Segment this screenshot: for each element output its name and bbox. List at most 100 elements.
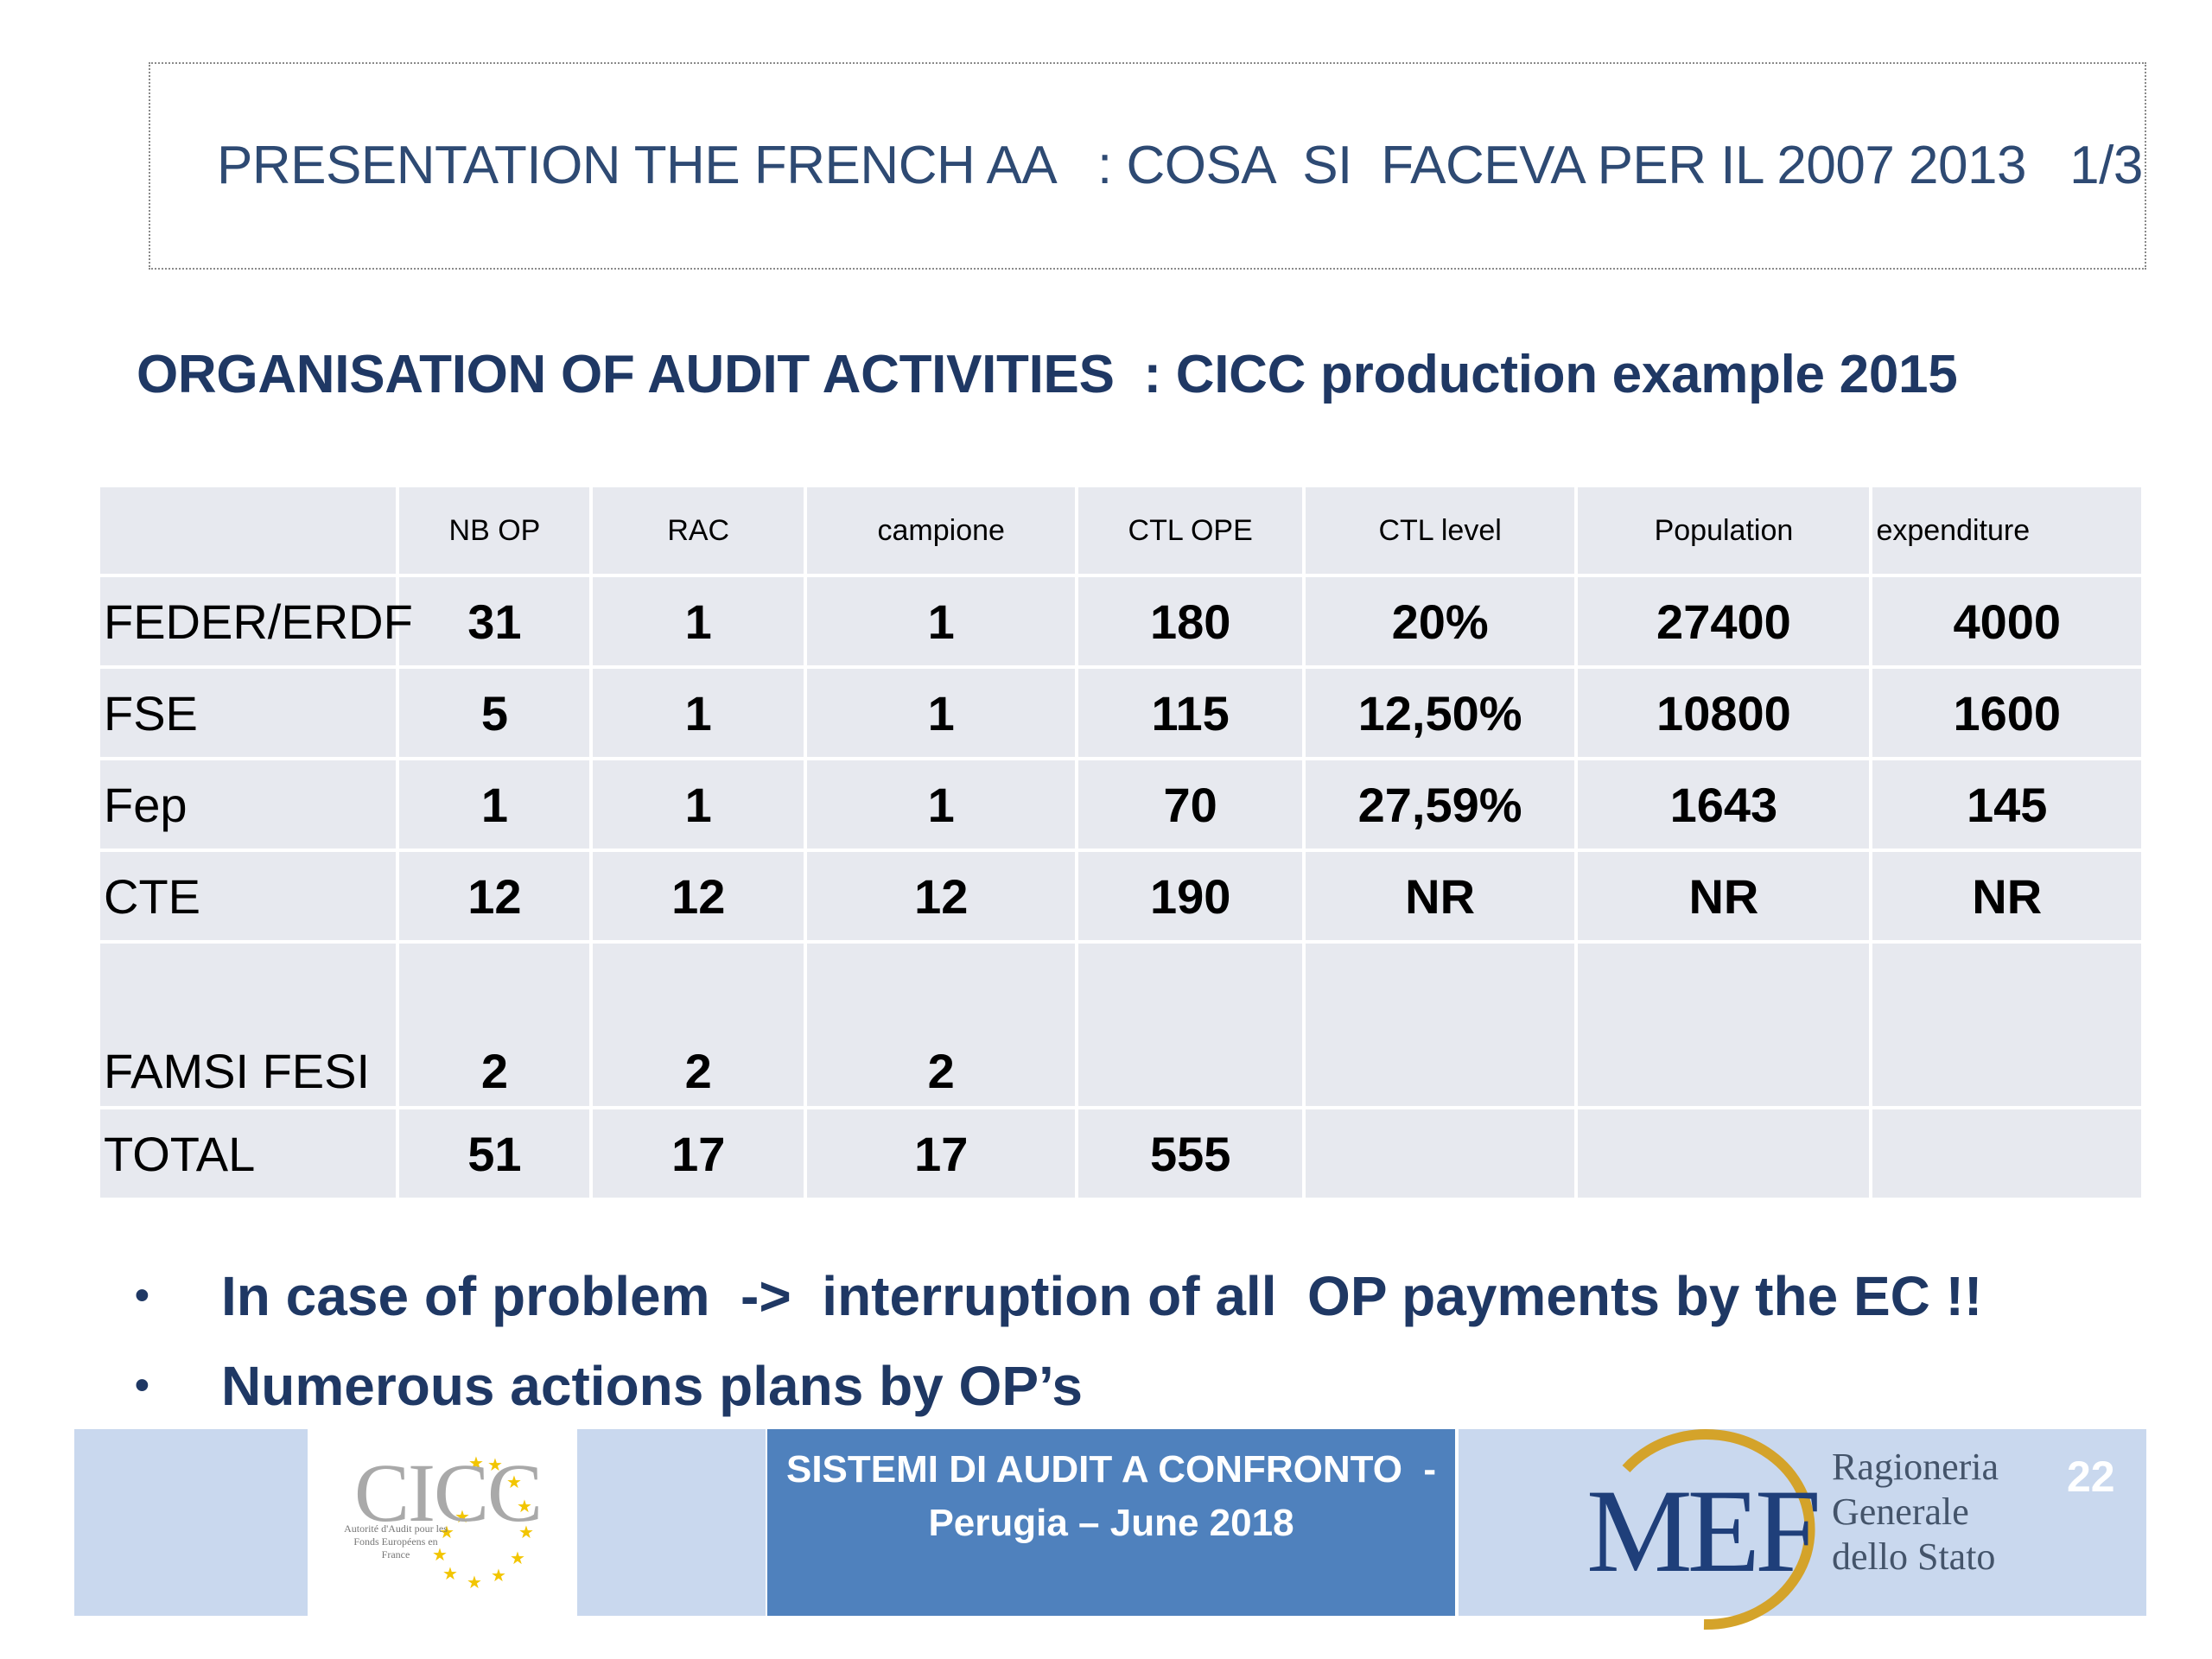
table-cell: 12 bbox=[399, 852, 590, 940]
svg-text:★: ★ bbox=[454, 1506, 470, 1527]
svg-text:★: ★ bbox=[439, 1522, 454, 1542]
mef-logo-text: MEF bbox=[1586, 1465, 1821, 1597]
slide-title: PRESENTATION THE FRENCH AA : COSA SI FAC… bbox=[217, 136, 2143, 195]
table-cell: 12 bbox=[806, 852, 1076, 940]
table-cell bbox=[1872, 944, 2141, 1106]
svg-text:★: ★ bbox=[491, 1565, 506, 1586]
page-number: 22 bbox=[2067, 1452, 2115, 1501]
table-row: CTE 12 12 12 190 NR NR NR bbox=[100, 852, 2141, 940]
header-expenditure: expenditure bbox=[1872, 487, 2141, 574]
table-cell: NR bbox=[1305, 852, 1575, 940]
table-row: Fep 1 1 1 70 27,59% 1643 145 bbox=[100, 760, 2141, 849]
header-ctl-ope: CTL OPE bbox=[1078, 487, 1302, 574]
mef-org-line: Generale bbox=[1832, 1491, 1969, 1533]
header-ctl-level: CTL level bbox=[1305, 487, 1575, 574]
table-cell: 12,50% bbox=[1305, 669, 1575, 757]
mef-org-line: dello Stato bbox=[1832, 1535, 1996, 1578]
footer-logo-area bbox=[308, 1429, 577, 1616]
table-cell bbox=[1578, 1109, 1870, 1198]
table-cell: 31 bbox=[399, 577, 590, 665]
table-cell: 555 bbox=[1078, 1109, 1302, 1198]
table-cell: 51 bbox=[399, 1109, 590, 1198]
table-cell: 1 bbox=[806, 577, 1076, 665]
slide-subtitle: ORGANISATION OF AUDIT ACTIVITIES : CICC … bbox=[137, 345, 1958, 404]
row-label: FSE bbox=[100, 669, 397, 757]
footer-band-mid bbox=[577, 1429, 766, 1616]
table-cell: 27400 bbox=[1578, 577, 1870, 665]
table-cell bbox=[1078, 944, 1302, 1106]
bullet-text: Numerous actions plans by OP’s bbox=[221, 1355, 1083, 1417]
bullet-text: In case of problem -> interruption of al… bbox=[221, 1265, 1983, 1327]
header-rac: RAC bbox=[593, 487, 804, 574]
table-cell: 1 bbox=[399, 760, 590, 849]
table-cell: 1 bbox=[806, 760, 1076, 849]
mef-org-line: Ragioneria bbox=[1832, 1446, 1999, 1488]
table-cell bbox=[1305, 1109, 1575, 1198]
audit-table: NB OP RAC campione CTL OPE CTL level Pop… bbox=[97, 484, 2145, 1201]
table-cell: 1643 bbox=[1578, 760, 1870, 849]
eu-stars-icon: ★★★ ★★★ ★★★ ★★★ bbox=[432, 1452, 534, 1592]
table-cell: 17 bbox=[806, 1109, 1076, 1198]
table-cell: 1 bbox=[806, 669, 1076, 757]
table-cell: 115 bbox=[1078, 669, 1302, 757]
row-label: TOTAL bbox=[100, 1109, 397, 1198]
table-cell: 145 bbox=[1872, 760, 2141, 849]
cicc-logo-caption: Autorité d'Audit pour les Fonds Européen… bbox=[344, 1522, 448, 1560]
header-campione: campione bbox=[806, 487, 1076, 574]
footer-band-right bbox=[1459, 1429, 2146, 1616]
table-cell: 190 bbox=[1078, 852, 1302, 940]
svg-text:★: ★ bbox=[442, 1563, 458, 1584]
header-nb-op: NB OP bbox=[399, 487, 590, 574]
table-cell: 27,59% bbox=[1305, 760, 1575, 849]
table-cell: 2 bbox=[593, 944, 804, 1106]
table-header-row: NB OP RAC campione CTL OPE CTL level Pop… bbox=[100, 487, 2141, 574]
table-row: FEDER/ERDF 31 1 1 180 20% 27400 4000 bbox=[100, 577, 2141, 665]
title-box: PRESENTATION THE FRENCH AA : COSA SI FAC… bbox=[149, 62, 2146, 270]
svg-text:★: ★ bbox=[468, 1452, 484, 1473]
event-title: SISTEMI DI AUDIT A CONFRONTO - bbox=[785, 1448, 1437, 1491]
bullet-icon: • bbox=[135, 1273, 149, 1319]
table-cell: 180 bbox=[1078, 577, 1302, 665]
table-cell: 17 bbox=[593, 1109, 804, 1198]
row-label: FAMSI FESI bbox=[100, 944, 397, 1106]
cicc-logo: ★ ★ ★ ★ ★ ★ ★ ★ ★ ★ ★ ★ CICC Autorité d'Audit po… bbox=[342, 1443, 558, 1599]
svg-text:★: ★ bbox=[517, 1496, 532, 1516]
table-cell: 2 bbox=[399, 944, 590, 1106]
bullet-item: • Numerous actions plans by OP’s bbox=[130, 1341, 1982, 1431]
bullet-item: • In case of problem -> interruption of a… bbox=[130, 1251, 1982, 1341]
bullet-icon: • bbox=[135, 1363, 149, 1408]
cicc-logo-text: CICC bbox=[354, 1446, 543, 1539]
header-cell bbox=[100, 487, 397, 574]
table-cell: 10800 bbox=[1578, 669, 1870, 757]
row-label: Fep bbox=[100, 760, 397, 849]
table-row-total: TOTAL 51 17 17 555 bbox=[100, 1109, 2141, 1198]
table-cell: NR bbox=[1578, 852, 1870, 940]
table-cell bbox=[1305, 944, 1575, 1106]
table-cell: 1 bbox=[593, 669, 804, 757]
row-label: CTE bbox=[100, 852, 397, 940]
footer-band-left bbox=[74, 1429, 308, 1616]
row-label: FEDER/ERDF bbox=[100, 577, 413, 665]
table-cell: NR bbox=[1872, 852, 2141, 940]
table-cell: 1600 bbox=[1872, 669, 2141, 757]
mef-logo: MEF bbox=[1574, 1408, 1859, 1633]
table-cell: 70 bbox=[1078, 760, 1302, 849]
svg-text:★: ★ bbox=[467, 1572, 482, 1592]
table-row: FSE 5 1 1 115 12,50% 10800 1600 bbox=[100, 669, 2141, 757]
table-cell bbox=[1578, 944, 1870, 1106]
table-cell: 12 bbox=[593, 852, 804, 940]
svg-text:★: ★ bbox=[506, 1471, 522, 1492]
table-row: FAMSI FESI 2 2 2 bbox=[100, 944, 2141, 1106]
svg-text:★: ★ bbox=[487, 1454, 503, 1475]
table-cell: 1 bbox=[593, 760, 804, 849]
bullet-list: • In case of problem -> interruption of a… bbox=[130, 1251, 1982, 1431]
table-cell: 20% bbox=[1305, 577, 1575, 665]
table-cell bbox=[1872, 1109, 2141, 1198]
event-place-date: Perugia – June 2018 bbox=[928, 1502, 1294, 1544]
table-cell: 2 bbox=[806, 944, 1076, 1106]
mef-arc-icon bbox=[1622, 1429, 1815, 1630]
table-cell: 4000 bbox=[1872, 577, 2141, 665]
table-cell: 5 bbox=[399, 669, 590, 757]
footer-event: SISTEMI DI AUDIT A CONFRONTO - Perugia –… bbox=[767, 1429, 1455, 1616]
svg-text:★: ★ bbox=[510, 1548, 525, 1568]
